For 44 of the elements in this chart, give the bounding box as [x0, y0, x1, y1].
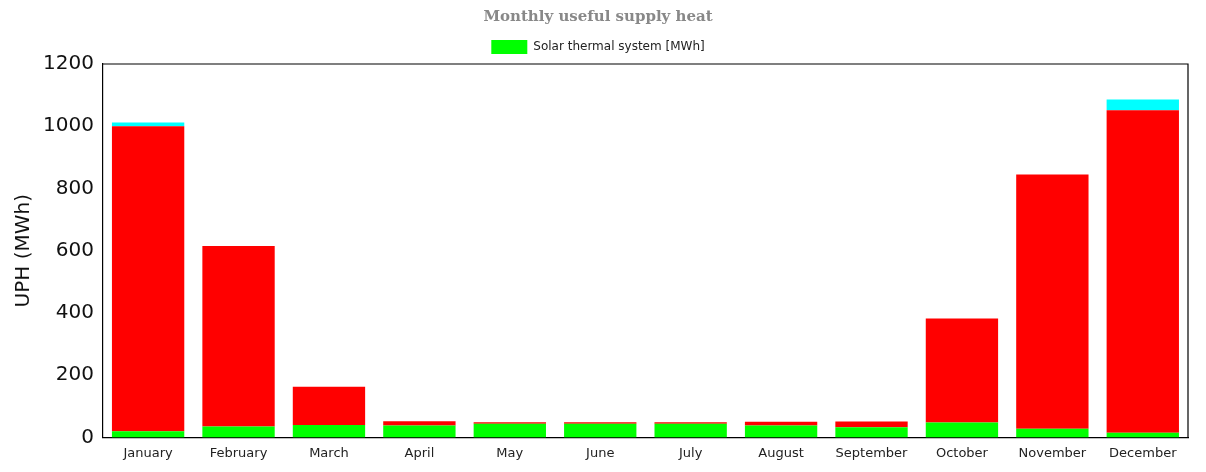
chart-title: Monthly useful supply heat — [483, 6, 713, 25]
y-tick-label: 800 — [55, 174, 94, 199]
x-tick-label: December — [1109, 444, 1178, 460]
x-tick-label: October — [935, 444, 989, 460]
x-tick-label: November — [1018, 444, 1087, 460]
legend-label: Solar thermal system [MWh] — [533, 39, 705, 54]
x-tick-label: August — [758, 444, 804, 460]
bar — [744, 421, 818, 426]
x-tick-label: March — [309, 444, 349, 460]
y-tick-label: 1200 — [42, 50, 94, 75]
y-tick-label: 600 — [55, 236, 94, 261]
y-tick-label: 0 — [81, 423, 94, 448]
bar — [1016, 174, 1089, 429]
x-tick-label: September — [835, 444, 909, 460]
bar — [835, 427, 908, 438]
y-axis-title: UPH (MWh) — [10, 193, 35, 308]
x-tick-label: July — [677, 444, 703, 460]
bar — [744, 425, 818, 438]
bar — [564, 423, 637, 438]
x-tick-label: February — [209, 444, 268, 460]
y-tick-label: 400 — [55, 299, 94, 324]
bar — [1106, 99, 1179, 111]
bar — [1106, 110, 1179, 433]
bar — [111, 126, 185, 432]
x-tick-label: June — [585, 444, 615, 460]
x-tick-label: January — [122, 444, 174, 460]
bar — [202, 246, 275, 427]
bar — [925, 422, 999, 438]
x-tick-label: April — [404, 444, 435, 460]
bar — [473, 423, 546, 438]
bar — [835, 421, 908, 428]
bar — [383, 421, 456, 426]
bar — [1016, 428, 1089, 438]
y-tick-label: 1000 — [42, 112, 94, 137]
x-tick-label: May — [496, 444, 524, 460]
y-tick-label: 200 — [55, 361, 94, 386]
bar — [925, 318, 999, 423]
bar — [654, 423, 727, 438]
bar — [202, 426, 275, 438]
bar — [292, 424, 366, 438]
bar — [292, 386, 366, 425]
bar — [111, 431, 185, 438]
bar — [111, 122, 185, 127]
bar — [383, 425, 456, 438]
